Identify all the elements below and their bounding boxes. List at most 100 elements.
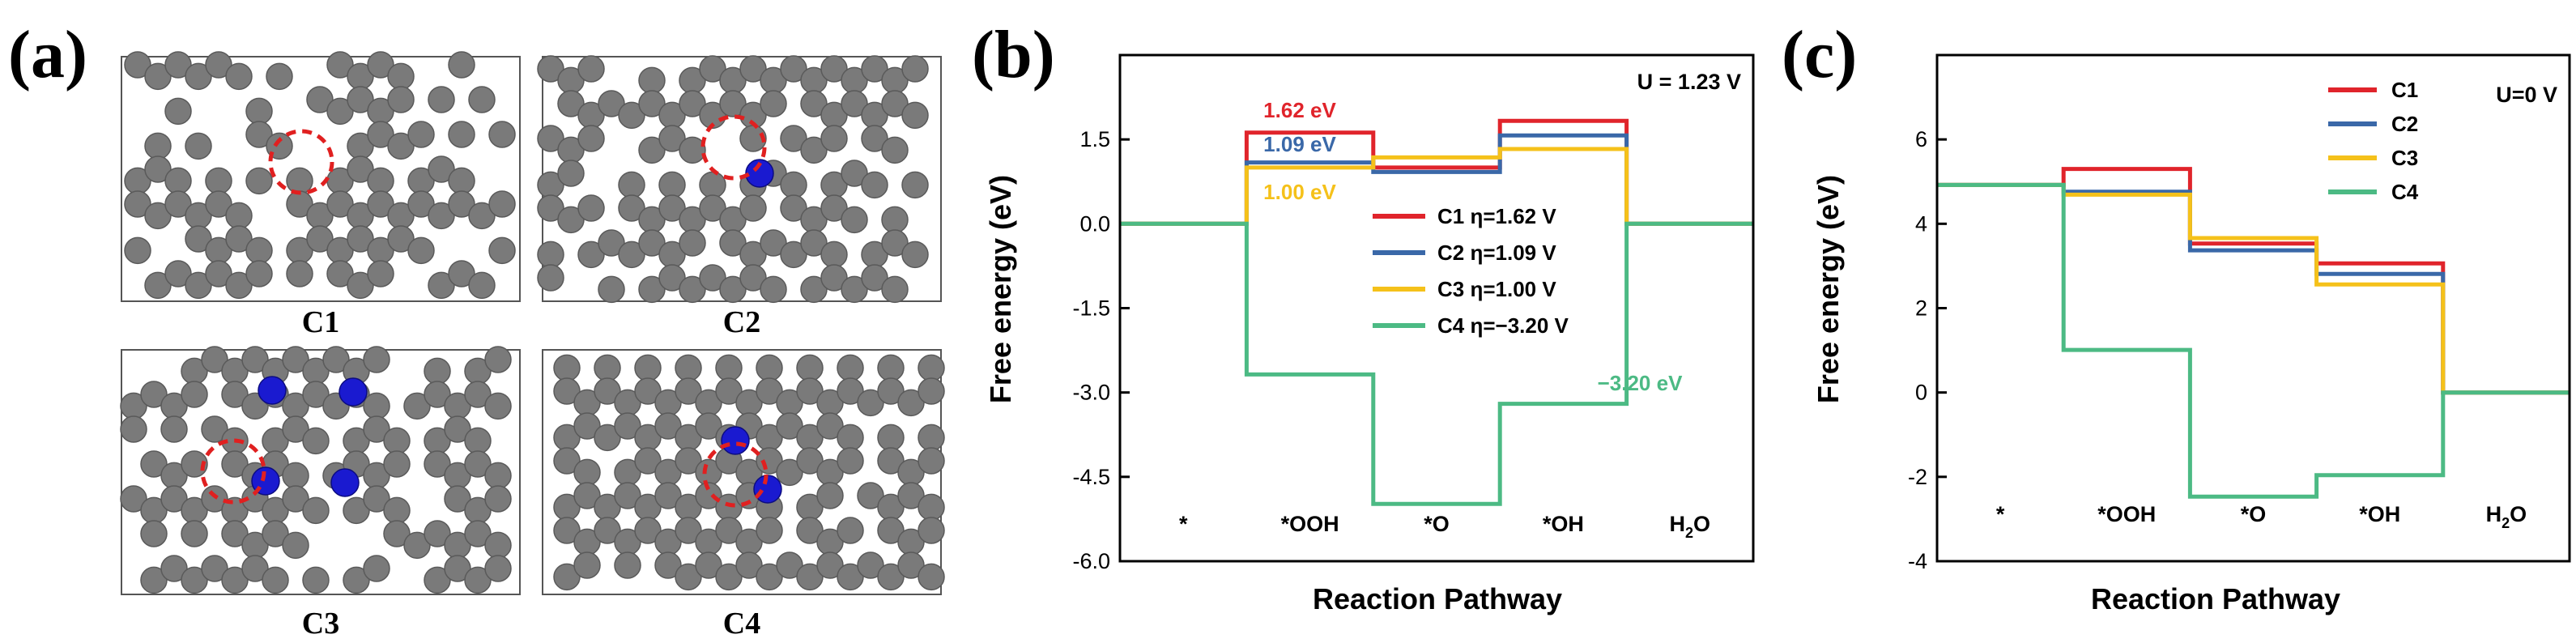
legend-label-c4: C4 η=−3.20 V — [1437, 313, 1569, 338]
carbon-atom — [387, 132, 415, 160]
carbon-atom — [614, 412, 641, 440]
carbon-atom — [715, 377, 743, 405]
carbon-atom — [796, 517, 824, 544]
carbon-atom — [901, 171, 929, 199]
atom-group — [120, 346, 512, 594]
carbon-atom — [484, 485, 512, 513]
carbon-atom — [306, 225, 334, 253]
carbon-atom — [164, 167, 192, 195]
carbon-atom — [654, 482, 682, 509]
carbon-atom — [780, 171, 807, 199]
carbon-atom — [654, 412, 682, 440]
carbon-atom — [658, 125, 686, 152]
carbon-atom — [618, 171, 645, 199]
carbon-atom — [837, 563, 864, 591]
carbon-atom — [537, 264, 564, 292]
carbon-atom — [861, 55, 888, 83]
series-line-c4 — [1937, 182, 2570, 499]
structure-c3: C3 — [120, 346, 521, 641]
carbon-atom — [553, 517, 581, 544]
carbon-atom — [557, 90, 585, 117]
carbon-atom — [658, 194, 686, 222]
carbon-atom — [484, 555, 512, 582]
carbon-atom — [424, 566, 451, 594]
legend: C1 η=1.62 V C2 η=1.09 V C3 η=1.00 V C4 η… — [1373, 204, 1569, 338]
carbon-atom — [205, 51, 232, 79]
carbon-atom — [245, 260, 273, 287]
carbon-atom — [598, 90, 625, 117]
carbon-atom — [857, 551, 884, 579]
carbon-atom — [715, 354, 743, 382]
carbon-atom — [841, 275, 868, 304]
carbon-atom — [266, 62, 293, 91]
carbon-atom — [820, 55, 848, 83]
carbon-atom — [918, 563, 945, 591]
carbon-atom — [573, 458, 601, 487]
carbon-atom — [363, 346, 390, 373]
carbon-atom — [897, 482, 925, 509]
carbon-atom — [699, 194, 726, 222]
carbon-atom — [820, 264, 848, 292]
carbon-atom — [468, 202, 496, 230]
carbon-atom — [679, 275, 706, 304]
carbon-atom — [205, 167, 232, 195]
structure-c2: C2 — [537, 55, 942, 339]
carbon-atom — [488, 121, 516, 148]
carbon-atom — [164, 51, 192, 79]
carbon-atom — [367, 190, 394, 218]
series-line-c1 — [1937, 167, 2570, 395]
annotation-c3: 1.00 eV — [1263, 180, 1336, 204]
carbon-atom — [124, 190, 151, 218]
carbon-atom — [225, 225, 253, 253]
carbon-atom — [614, 482, 641, 509]
carbon-atom — [918, 447, 945, 475]
carbon-atom — [553, 354, 581, 382]
carbon-atom — [160, 555, 188, 582]
plot-area: -4 -2 0 2 4 6 * *OOH *O *OH H2O — [1908, 127, 2570, 573]
carbon-atom — [719, 275, 747, 304]
carbon-atom — [124, 51, 151, 79]
carbon-atom — [594, 517, 621, 544]
carbon-atom — [347, 155, 374, 183]
carbon-atom — [897, 551, 925, 579]
carbon-atom — [695, 482, 722, 509]
nitrogen-atom — [338, 377, 368, 407]
y-tick-label: -1.5 — [1072, 296, 1110, 321]
legend-label-c1: C1 η=1.62 V — [1437, 204, 1556, 228]
nitrogen-atom — [745, 159, 774, 188]
carbon-atom — [573, 482, 601, 509]
structure-c1: C1 — [121, 51, 521, 339]
carbon-atom — [367, 51, 394, 79]
x-category-label: *OH — [1543, 512, 1584, 536]
carbon-atom — [557, 206, 585, 234]
carbon-atom — [776, 551, 803, 579]
atom-group — [124, 51, 516, 300]
carbon-atom — [367, 260, 394, 287]
carbon-atom — [857, 482, 884, 509]
carbon-atom — [140, 381, 168, 408]
annotation-c4: −3.20 eV — [1598, 371, 1683, 395]
carbon-atom — [468, 271, 496, 300]
carbon-atom — [658, 171, 686, 199]
x-category-label: *O — [1424, 512, 1450, 536]
carbon-atom — [383, 520, 411, 547]
carbon-atom — [679, 229, 706, 257]
chart-c: (c) Free energy (eV) Reaction Pathway -4… — [1782, 17, 2571, 615]
carbon-atom — [877, 563, 905, 591]
carbon-atom — [424, 450, 451, 478]
carbon-atom — [654, 551, 682, 579]
carbon-atom — [594, 354, 621, 382]
carbon-atom — [816, 482, 844, 509]
carbon-atom — [577, 125, 605, 152]
carbon-atom — [302, 496, 330, 525]
carbon-atom — [407, 190, 435, 218]
carbon-atom — [428, 86, 455, 113]
carbon-atom — [918, 493, 945, 522]
carbon-atom — [302, 381, 330, 408]
y-tick-label: 1.5 — [1079, 127, 1110, 151]
carbon-atom — [820, 194, 848, 222]
carbon-atom — [363, 392, 390, 420]
carbon-atom — [837, 377, 864, 405]
carbon-atom — [363, 485, 390, 513]
carbon-atom — [488, 190, 516, 218]
